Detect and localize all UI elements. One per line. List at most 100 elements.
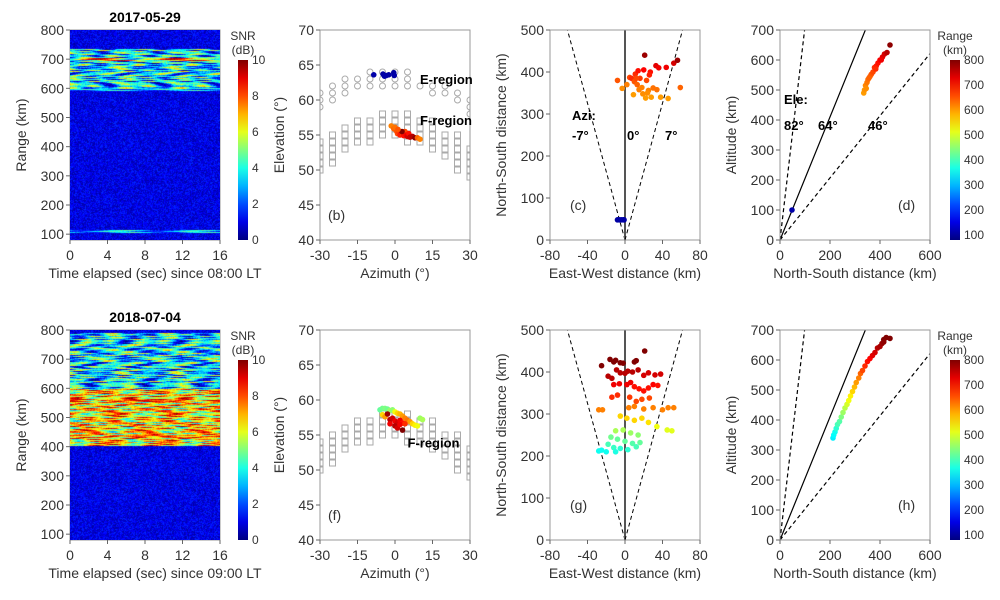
beam-square-marker bbox=[354, 438, 361, 446]
data-point bbox=[626, 394, 633, 401]
x-tick-label: -40 bbox=[577, 247, 597, 263]
x-tick-label: 15 bbox=[425, 247, 441, 263]
beam-circle-marker bbox=[320, 103, 324, 111]
beam-circle-marker bbox=[329, 96, 336, 104]
y-tick-label: 40 bbox=[298, 232, 314, 248]
beam-square-marker bbox=[416, 117, 424, 125]
plot-area bbox=[566, 330, 684, 540]
beam-square-marker bbox=[441, 452, 449, 460]
data-point bbox=[872, 349, 878, 356]
beam-square-marker bbox=[441, 438, 449, 446]
beam-square-marker bbox=[366, 124, 374, 132]
x-tick-label: -40 bbox=[577, 547, 597, 563]
x-axis-label: East-West distance (km) bbox=[549, 265, 701, 281]
y-tick-label: 700 bbox=[751, 22, 775, 38]
y-tick-label: 200 bbox=[751, 472, 775, 488]
data-point bbox=[652, 372, 658, 378]
colorbar-label: SNR bbox=[230, 29, 256, 43]
data-point bbox=[639, 396, 645, 403]
data-point bbox=[674, 57, 681, 64]
beam-square-marker bbox=[429, 145, 436, 153]
data-point bbox=[384, 411, 391, 417]
beam-square-marker bbox=[379, 424, 386, 432]
beam-circle-marker bbox=[354, 82, 361, 90]
y-tick-label: 65 bbox=[298, 57, 314, 73]
beam-square-marker bbox=[329, 131, 336, 139]
data-point bbox=[851, 384, 858, 390]
beam-square-marker bbox=[404, 117, 411, 125]
beam-square-marker bbox=[366, 138, 374, 146]
beam-circle-marker bbox=[466, 96, 470, 104]
colorbar-tick-label: 200 bbox=[964, 203, 984, 217]
colorbar-tick-label: 4 bbox=[252, 461, 259, 475]
annotation: 82° bbox=[784, 118, 804, 133]
x-tick-label: 40 bbox=[655, 247, 671, 263]
beam-square-marker bbox=[454, 431, 461, 439]
data-point bbox=[654, 423, 660, 430]
data-point bbox=[650, 404, 656, 411]
colorbar-tick-label: 8 bbox=[252, 389, 259, 403]
data-point bbox=[620, 427, 626, 433]
beam-circle-marker bbox=[320, 89, 324, 97]
colorbar-tick-label: 400 bbox=[964, 153, 984, 167]
y-tick-label: 400 bbox=[41, 139, 65, 155]
x-tick-label: 0 bbox=[66, 247, 74, 263]
beam-square-marker bbox=[441, 445, 449, 453]
data-point bbox=[880, 339, 887, 345]
data-point bbox=[614, 77, 621, 84]
data-point bbox=[631, 417, 638, 424]
beam-circle-marker bbox=[429, 89, 436, 97]
colorbar-tick-label: 0 bbox=[252, 533, 259, 547]
y-tick-label: 0 bbox=[536, 532, 544, 548]
y-tick-label: 100 bbox=[521, 190, 545, 206]
beam-square-marker bbox=[354, 138, 361, 146]
beam-square-marker bbox=[366, 417, 374, 425]
x-tick-label: -80 bbox=[540, 547, 560, 563]
data-point bbox=[640, 406, 647, 412]
data-point bbox=[838, 414, 845, 420]
beam-circle-marker bbox=[366, 82, 374, 90]
beam-square-marker bbox=[329, 452, 336, 460]
beam-square-marker bbox=[329, 152, 336, 160]
data-point bbox=[370, 72, 377, 78]
y-tick-label: 50 bbox=[298, 462, 314, 478]
data-point bbox=[641, 348, 648, 354]
data-point bbox=[655, 382, 661, 389]
panel-f bbox=[316, 329, 471, 544]
data-point bbox=[635, 367, 641, 373]
data-point bbox=[391, 72, 398, 79]
data-point bbox=[610, 444, 617, 451]
beam-square-marker bbox=[341, 445, 349, 453]
y-tick-label: 500 bbox=[41, 410, 65, 426]
y-axis-label: North-South distance (km) bbox=[493, 53, 509, 216]
beam-square-marker bbox=[366, 438, 374, 446]
beam-square-marker bbox=[329, 438, 336, 446]
beam-square-marker bbox=[404, 431, 411, 439]
elevation-line bbox=[780, 330, 866, 540]
data-point bbox=[669, 428, 675, 434]
colorbar-tick-label: 700 bbox=[964, 378, 984, 392]
y-tick-label: 0 bbox=[766, 532, 774, 548]
x-tick-label: 600 bbox=[918, 247, 942, 263]
beam-square-marker bbox=[379, 431, 386, 439]
data-point bbox=[625, 404, 632, 411]
beam-square-marker bbox=[429, 417, 436, 425]
data-point bbox=[609, 394, 615, 401]
data-point bbox=[664, 427, 670, 433]
colorbar-tick-label: 8 bbox=[252, 89, 259, 103]
y-tick-label: 400 bbox=[521, 64, 545, 80]
x-tick-label: 0 bbox=[391, 547, 399, 563]
beam-square-marker bbox=[466, 473, 470, 481]
data-point bbox=[617, 370, 624, 376]
beam-square-marker bbox=[320, 452, 324, 460]
beam-square-marker bbox=[366, 424, 374, 432]
data-point bbox=[641, 52, 648, 58]
beam-circle-marker bbox=[379, 82, 386, 90]
x-tick-label: -80 bbox=[540, 247, 560, 263]
beam-square-marker bbox=[466, 173, 470, 181]
data-point bbox=[640, 388, 647, 394]
beam-circle-marker bbox=[366, 68, 374, 76]
data-point bbox=[610, 381, 617, 388]
y-tick-label: 600 bbox=[41, 80, 65, 96]
data-point bbox=[645, 419, 652, 426]
